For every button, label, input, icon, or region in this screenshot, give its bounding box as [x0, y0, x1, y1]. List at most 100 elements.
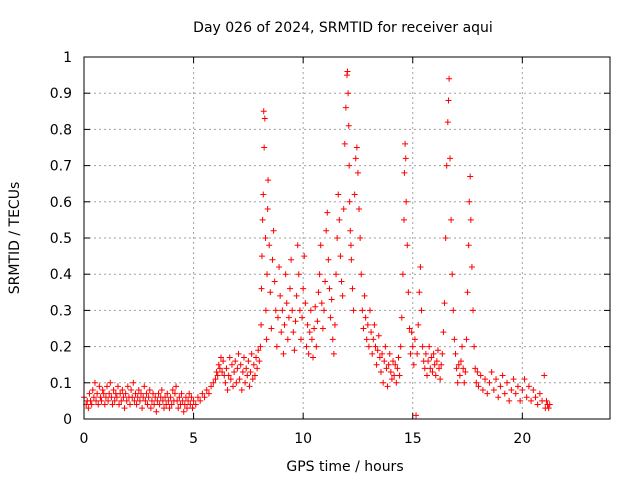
data-point — [131, 397, 138, 404]
data-point — [210, 379, 217, 386]
data-point — [180, 408, 187, 415]
x-tick-label: 20 — [513, 431, 531, 447]
data-point — [334, 235, 341, 241]
data-point — [280, 350, 287, 357]
data-point — [474, 368, 481, 375]
data-point — [232, 358, 239, 365]
data-point — [519, 387, 526, 394]
data-point — [93, 397, 100, 404]
data-point — [501, 390, 508, 397]
data-point — [156, 401, 163, 408]
data-point — [146, 387, 153, 394]
data-point — [405, 289, 412, 296]
data-point — [107, 379, 114, 386]
data-point — [444, 119, 451, 126]
data-point — [439, 350, 446, 357]
data-point — [271, 278, 278, 285]
data-point — [477, 372, 484, 379]
data-point — [148, 397, 155, 404]
data-point — [265, 177, 272, 184]
data-point — [260, 191, 267, 198]
data-point — [299, 314, 306, 321]
data-point — [318, 300, 325, 307]
data-point — [327, 314, 334, 321]
data-point — [118, 397, 125, 404]
data-point — [359, 307, 366, 314]
data-point — [364, 321, 371, 328]
data-point — [347, 227, 354, 234]
chart-title: Day 026 of 2024, SRMTID for receiver aqu… — [193, 20, 493, 36]
data-point — [375, 332, 382, 339]
data-point — [443, 162, 450, 169]
data-point — [142, 397, 149, 404]
data-point — [269, 256, 276, 263]
data-point — [528, 397, 535, 404]
data-point — [215, 361, 222, 368]
grid-lines — [84, 57, 610, 419]
data-point — [409, 343, 416, 350]
data-point — [262, 307, 269, 314]
data-point — [165, 397, 172, 404]
y-tick-label: 0.2 — [50, 340, 72, 356]
data-point — [363, 336, 370, 343]
data-point — [459, 343, 466, 350]
data-point — [373, 361, 380, 368]
x-tick-label: 5 — [189, 431, 198, 447]
data-point — [432, 372, 439, 379]
data-point — [153, 408, 160, 415]
y-tick-label: 0.3 — [50, 303, 72, 319]
data-point — [250, 361, 257, 368]
data-point — [460, 365, 467, 372]
data-point — [100, 390, 107, 397]
data-point — [486, 379, 493, 386]
data-point — [451, 336, 458, 343]
data-point — [301, 253, 308, 260]
data-point — [440, 329, 447, 336]
data-point — [133, 401, 140, 408]
data-point — [99, 387, 106, 394]
data-point — [455, 361, 462, 368]
data-point — [86, 390, 93, 397]
data-point — [308, 336, 315, 343]
data-point — [512, 390, 519, 397]
data-point — [260, 108, 267, 115]
data-point — [368, 329, 375, 336]
data-point — [545, 405, 552, 412]
data-point — [105, 397, 112, 404]
data-point — [178, 390, 185, 397]
data-point — [356, 206, 363, 213]
data-point — [262, 235, 269, 241]
data-point — [323, 227, 330, 234]
y-tick-label: 0.1 — [50, 376, 72, 392]
data-point — [159, 397, 166, 404]
data-point — [205, 390, 212, 397]
y-tick-label: 0.4 — [50, 267, 72, 283]
data-point — [236, 376, 243, 383]
data-point — [350, 307, 357, 314]
data-point — [284, 336, 291, 343]
data-point — [523, 394, 530, 401]
data-point — [462, 368, 469, 375]
data-point — [219, 368, 226, 375]
data-point — [101, 401, 108, 408]
data-point — [212, 376, 219, 383]
data-point — [317, 242, 324, 249]
data-point — [266, 242, 273, 249]
data-point — [352, 155, 359, 162]
data-point — [403, 198, 410, 205]
data-point — [235, 350, 242, 357]
data-point — [402, 140, 409, 147]
data-point — [311, 325, 318, 332]
data-point — [168, 401, 175, 408]
data-point — [461, 379, 468, 386]
data-point — [463, 336, 470, 343]
data-point — [303, 343, 310, 350]
data-point — [360, 325, 367, 332]
data-point — [289, 307, 296, 314]
data-point — [263, 336, 270, 343]
y-tick-label: 1 — [63, 50, 72, 66]
data-point — [222, 379, 229, 386]
data-point — [521, 376, 528, 383]
data-point — [408, 329, 415, 336]
